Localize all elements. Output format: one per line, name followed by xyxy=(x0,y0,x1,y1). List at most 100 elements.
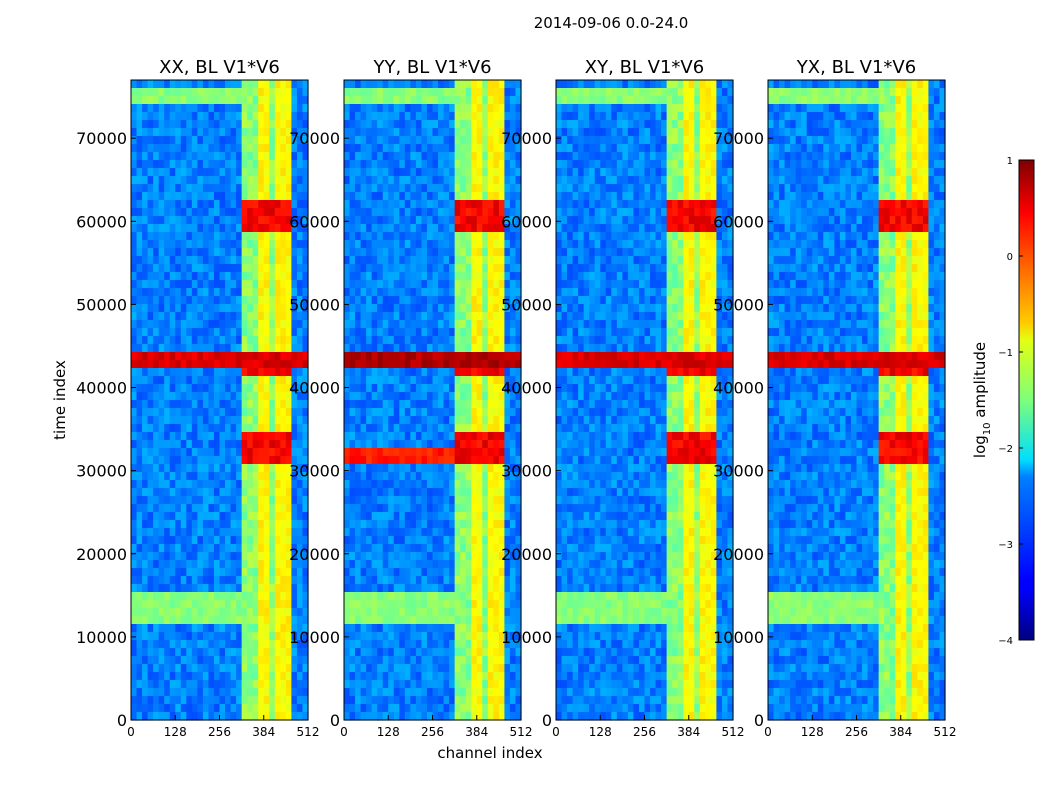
heatmap-cell xyxy=(180,168,187,177)
heatmap-cell xyxy=(349,528,356,537)
heatmap-cell xyxy=(504,408,511,417)
heatmap-cell xyxy=(476,128,483,137)
heatmap-cell xyxy=(366,152,373,161)
heatmap-cell xyxy=(269,592,276,601)
heatmap-cell xyxy=(410,584,417,593)
heatmap-cell xyxy=(399,320,406,329)
heatmap-cell xyxy=(258,240,265,249)
heatmap-cell xyxy=(175,456,182,465)
heatmap-cell xyxy=(509,80,517,89)
heatmap-cell xyxy=(482,144,489,153)
heatmap-cell xyxy=(349,384,356,393)
heatmap-cell xyxy=(147,616,154,625)
heatmap-cell xyxy=(371,104,378,113)
heatmap-cell xyxy=(471,392,478,401)
heatmap-cell xyxy=(296,712,304,721)
heatmap-cell xyxy=(388,528,395,537)
heatmap-cell xyxy=(186,496,193,505)
y-tick-label: 0 xyxy=(117,711,127,730)
heatmap-cell xyxy=(213,320,221,329)
heatmap-cell xyxy=(269,168,276,177)
heatmap-cell xyxy=(344,344,351,353)
heatmap-cell xyxy=(493,240,500,249)
heatmap-cell xyxy=(432,320,439,329)
heatmap-cell xyxy=(241,664,248,673)
heatmap-cell xyxy=(247,360,254,369)
heatmap-cell xyxy=(404,88,411,97)
heatmap-cell xyxy=(202,416,210,425)
heatmap-cell xyxy=(302,440,309,449)
heatmap-cell xyxy=(131,504,138,513)
heatmap-cell xyxy=(274,536,281,545)
heatmap-cell xyxy=(493,376,500,385)
heatmap-cell xyxy=(236,264,243,273)
heatmap-cell xyxy=(241,216,248,225)
heatmap-cell xyxy=(415,232,423,241)
heatmap-cell xyxy=(410,472,417,481)
heatmap-cell xyxy=(197,384,204,393)
heatmap-cell xyxy=(493,120,500,129)
heatmap-cell xyxy=(202,240,210,249)
heatmap-cell xyxy=(449,496,456,505)
heatmap-cell xyxy=(515,256,522,265)
heatmap-cell xyxy=(388,496,395,505)
heatmap-cell xyxy=(296,184,304,193)
heatmap-cell xyxy=(136,256,143,265)
heatmap-cell xyxy=(404,528,411,537)
heatmap-cell xyxy=(388,232,395,241)
heatmap-cell xyxy=(382,144,389,153)
heatmap-cell xyxy=(415,488,423,497)
heatmap-cell xyxy=(280,536,287,545)
heatmap-cell xyxy=(302,424,309,433)
heatmap-cell xyxy=(158,104,165,113)
heatmap-cell xyxy=(465,472,472,481)
heatmap-cell xyxy=(482,248,489,257)
heatmap-cell xyxy=(236,336,243,345)
heatmap-cell xyxy=(382,576,389,585)
heatmap-cell xyxy=(360,520,367,529)
heatmap-cell xyxy=(252,104,259,113)
heatmap-cell xyxy=(191,568,198,577)
heatmap-cell xyxy=(208,136,215,145)
heatmap-cell xyxy=(493,200,500,209)
heatmap-cell xyxy=(360,96,367,105)
heatmap-cell xyxy=(349,544,356,553)
heatmap-cell xyxy=(509,648,517,657)
heatmap-cell xyxy=(225,416,232,425)
heatmap-cell xyxy=(285,80,293,89)
heatmap-cell xyxy=(449,424,456,433)
heatmap-cell xyxy=(241,360,248,369)
heatmap-cell xyxy=(291,312,298,321)
heatmap-cell xyxy=(349,424,356,433)
heatmap-cell xyxy=(219,448,226,457)
heatmap-cell xyxy=(136,320,143,329)
heatmap-cell xyxy=(197,424,204,433)
heatmap-cell xyxy=(302,640,309,649)
heatmap-cell xyxy=(158,536,165,545)
heatmap-cell xyxy=(186,320,193,329)
heatmap-cell xyxy=(487,104,494,113)
heatmap-cell xyxy=(366,96,373,105)
heatmap-cell xyxy=(487,408,494,417)
heatmap-cell xyxy=(493,352,500,361)
heatmap-cell xyxy=(349,568,356,577)
heatmap-cell xyxy=(202,400,210,409)
heatmap-cell xyxy=(399,96,406,105)
heatmap-cell xyxy=(493,480,500,489)
heatmap-cell xyxy=(131,688,138,697)
heatmap-cell xyxy=(252,672,259,681)
heatmap-cell xyxy=(142,464,149,473)
heatmap-cell xyxy=(355,240,362,249)
heatmap-cell xyxy=(153,352,160,361)
heatmap-cell xyxy=(202,656,210,665)
heatmap-cell xyxy=(236,608,243,617)
heatmap-cell xyxy=(169,80,176,89)
heatmap-cell xyxy=(169,656,176,665)
heatmap-cell xyxy=(498,144,506,153)
heatmap-cell xyxy=(153,688,160,697)
heatmap-cell xyxy=(404,520,411,529)
heatmap-cell xyxy=(296,304,304,313)
heatmap-cell xyxy=(388,416,395,425)
heatmap-cell xyxy=(280,512,287,521)
heatmap-cell xyxy=(302,184,309,193)
